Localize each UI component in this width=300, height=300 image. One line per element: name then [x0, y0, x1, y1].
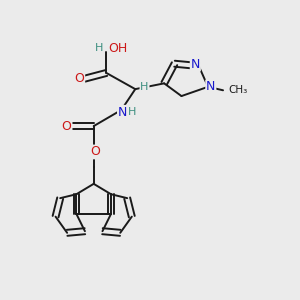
Text: O: O	[74, 72, 84, 85]
Text: N: N	[190, 58, 200, 71]
Text: N: N	[118, 106, 127, 119]
Text: O: O	[62, 120, 72, 133]
Text: N: N	[206, 80, 215, 93]
Text: OH: OH	[108, 41, 128, 55]
Text: CH₃: CH₃	[229, 85, 248, 95]
Text: H: H	[140, 82, 149, 92]
Text: O: O	[91, 146, 100, 158]
Text: H: H	[95, 43, 104, 53]
Text: H: H	[128, 107, 136, 117]
